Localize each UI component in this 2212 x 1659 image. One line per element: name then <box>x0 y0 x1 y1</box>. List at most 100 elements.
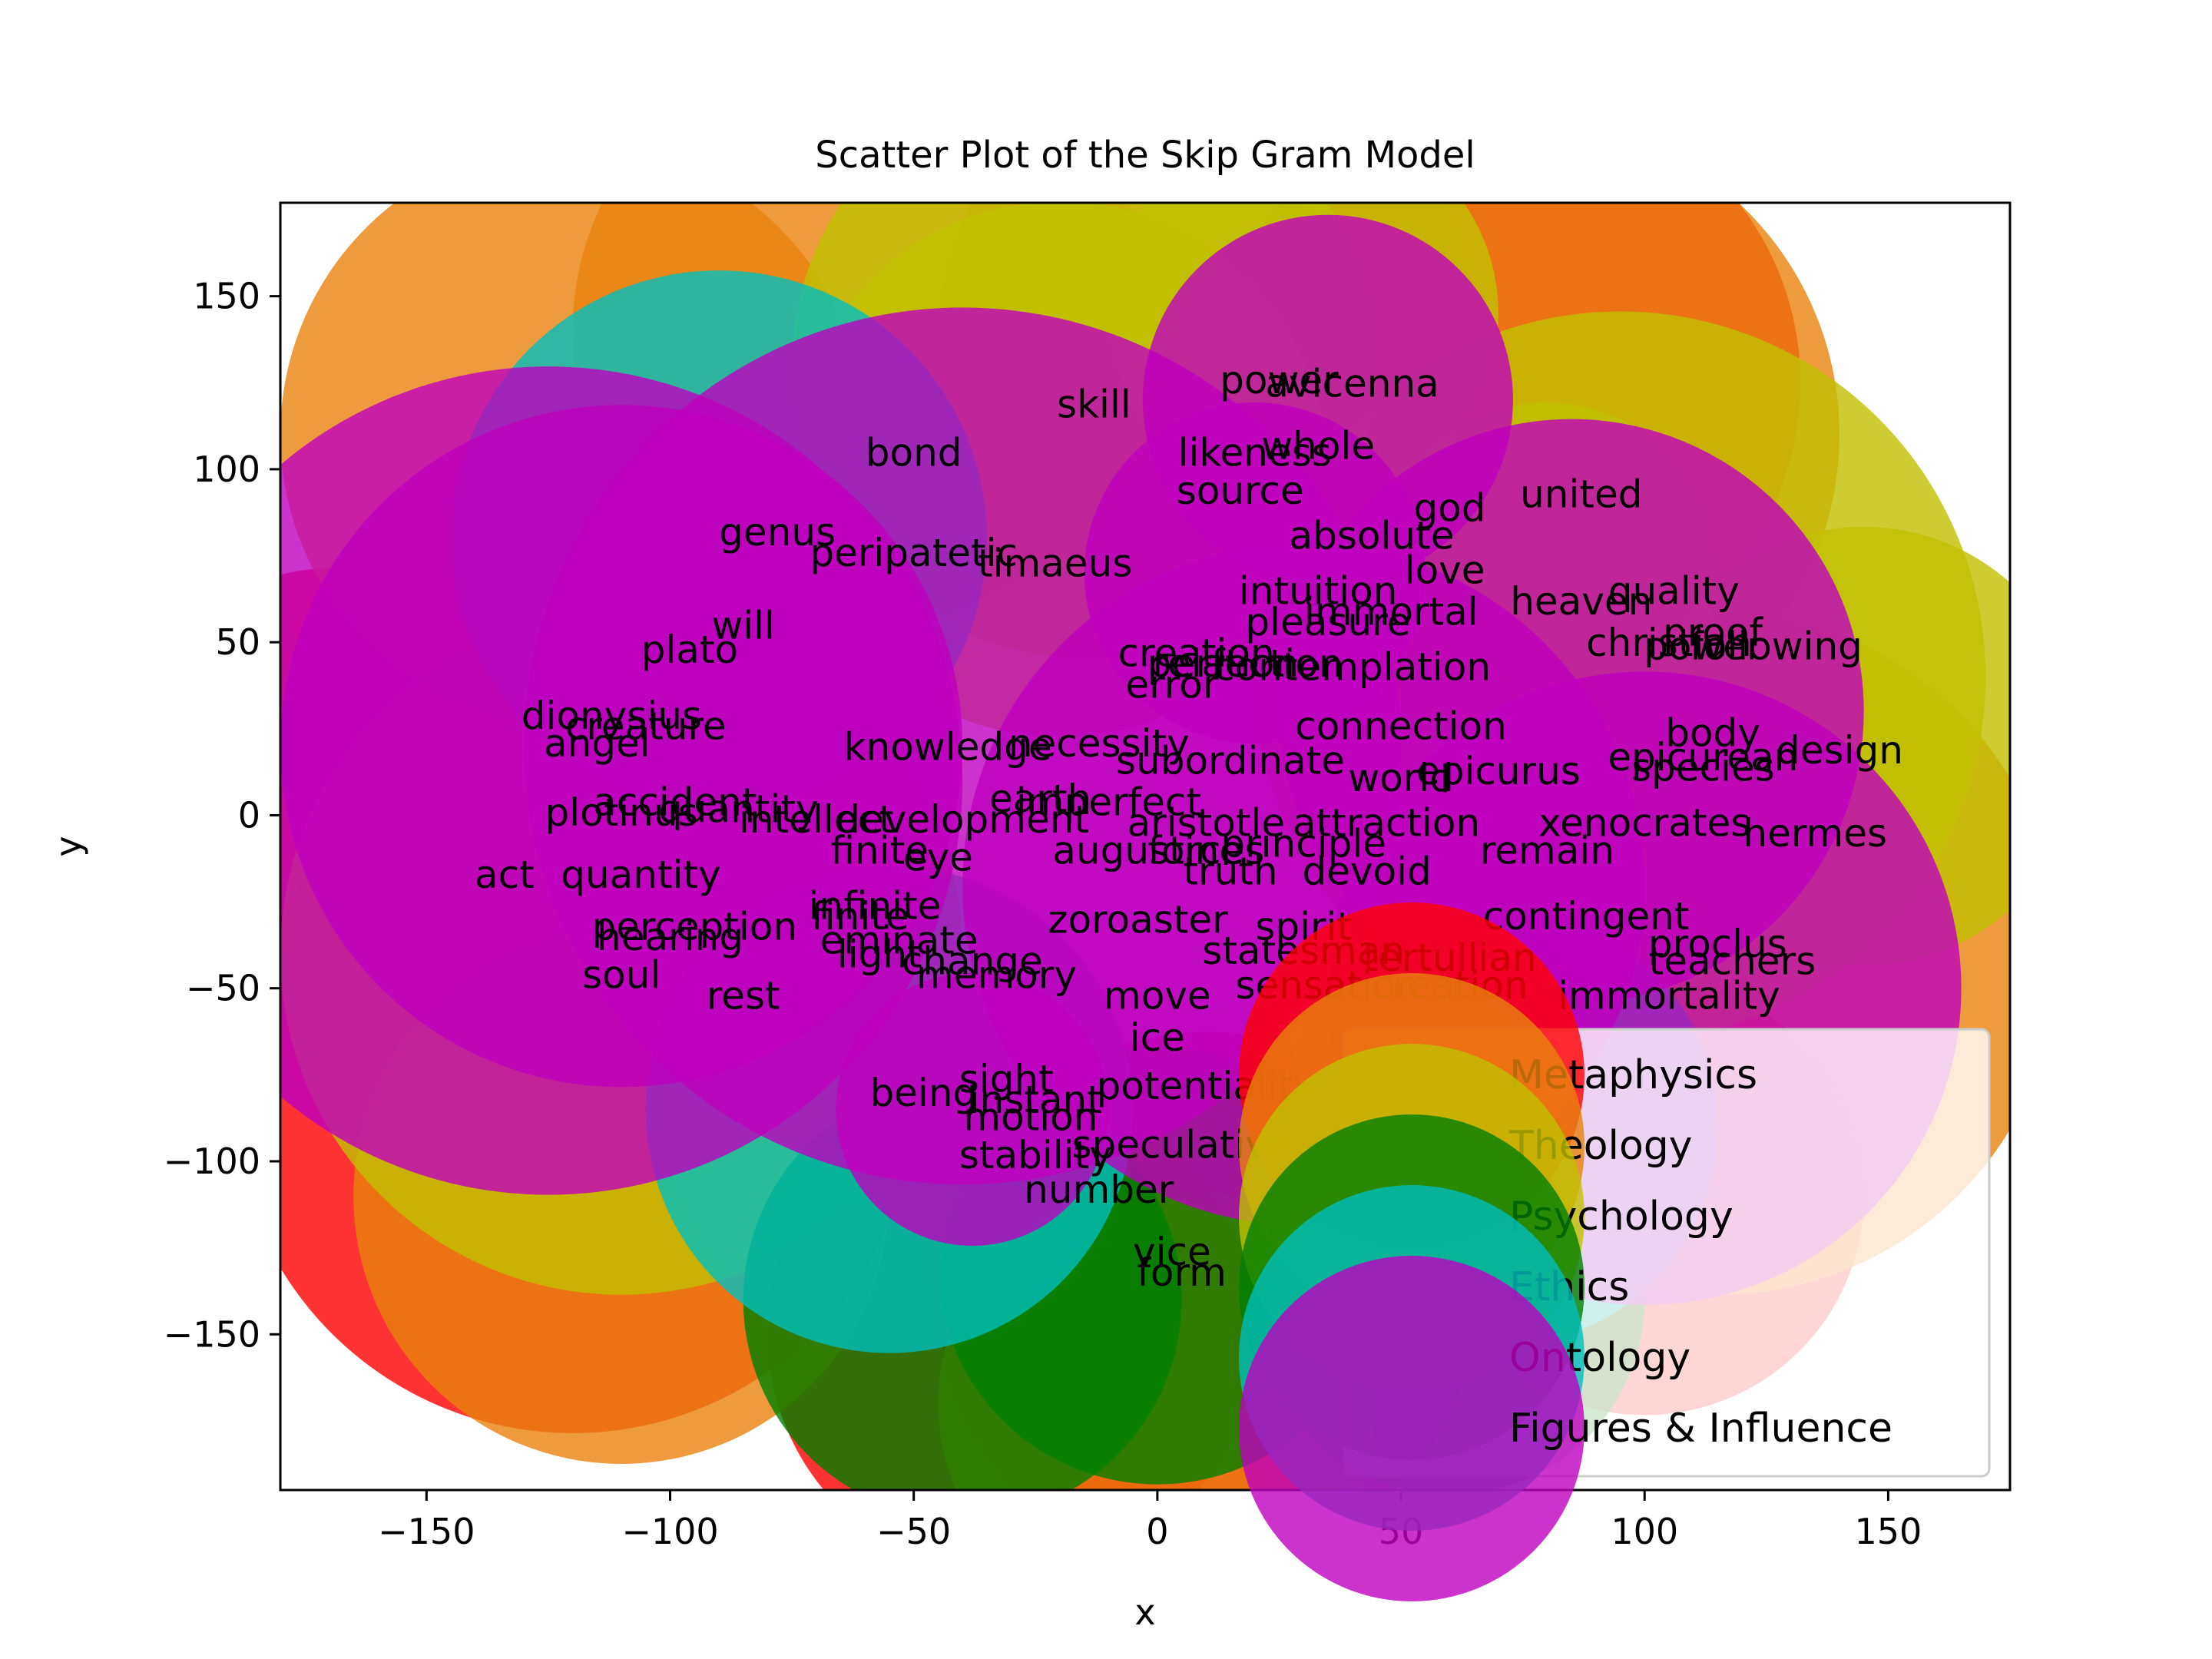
y-tick-label: 50 <box>215 621 260 663</box>
word-label: perception <box>591 905 797 949</box>
word-label: devoid <box>1302 849 1431 894</box>
word-label: accident <box>593 780 757 824</box>
legend: MetaphysicsTheologyPsychologyEthicsOntol… <box>1239 902 1991 1601</box>
word-label: principle <box>1220 822 1386 866</box>
bubble-28 <box>280 366 962 1195</box>
word-label: finite <box>831 829 929 873</box>
word-label: subordinate <box>1116 738 1345 783</box>
word-label: zoroaster <box>1048 898 1228 942</box>
word-label: quality <box>1608 569 1740 614</box>
plot-frame <box>279 201 2012 1492</box>
word-label: epicurus <box>1416 749 1581 793</box>
word-label: quantity <box>561 853 720 897</box>
word-label: timaeus <box>978 541 1132 586</box>
word-label: likeness <box>1178 430 1332 475</box>
word-label: development <box>836 797 1089 842</box>
word-label: act <box>475 853 535 897</box>
word-label: peripatetic <box>810 531 1018 575</box>
x-tick-label: 100 <box>1611 1511 1678 1552</box>
word-label: soul <box>582 953 661 998</box>
word-label: christian <box>1586 621 1752 665</box>
x-tick-label: 0 <box>1146 1511 1168 1552</box>
word-label: ice <box>1130 1015 1185 1060</box>
word-label: quantity <box>658 786 818 831</box>
word-label: finite <box>811 894 909 939</box>
word-label: immortality <box>1558 974 1780 1018</box>
word-label: teachers <box>1649 939 1816 984</box>
word-label: imperfect <box>1016 780 1201 824</box>
word-label: design <box>1776 728 1903 773</box>
bubble-34 <box>1084 402 1426 744</box>
word-label: skill <box>1057 382 1131 426</box>
word-label: avicenna <box>1265 361 1439 406</box>
word-label: relation <box>1152 641 1299 686</box>
word-label: forces <box>1147 829 1264 873</box>
word-label: body <box>1665 710 1760 755</box>
word-label: whole <box>1261 423 1375 468</box>
word-label: rest <box>707 974 780 1018</box>
word-label: intuition <box>1239 569 1398 614</box>
word-label: immortal <box>1304 590 1479 634</box>
word-label: change <box>902 939 1043 984</box>
word-label: motion <box>963 1094 1098 1139</box>
word-label: necessity <box>1008 721 1190 766</box>
word-label: power <box>1220 358 1339 402</box>
word-label: bond <box>866 430 962 475</box>
x-tick-label: 150 <box>1855 1511 1922 1552</box>
word-label: epicurean <box>1608 735 1798 780</box>
word-label: plotinus <box>545 790 697 835</box>
word-label: aristotle <box>1127 800 1285 845</box>
legend-marker-5 <box>1239 1256 1584 1601</box>
y-tick-label: −100 <box>164 1141 260 1182</box>
y-tick-label: 100 <box>193 449 260 490</box>
word-label: truth <box>1183 849 1277 894</box>
word-label: attraction <box>1293 800 1480 845</box>
word-label: remain <box>1480 829 1614 873</box>
word-label: light <box>837 932 922 977</box>
word-label: xenocrates <box>1538 800 1750 845</box>
word-label: god <box>1413 485 1485 530</box>
word-label: intellect <box>739 797 894 842</box>
word-label: form <box>1137 1250 1227 1295</box>
word-label: error <box>1125 662 1218 707</box>
word-label: eminate <box>820 919 979 963</box>
word-label: infinite <box>808 884 941 929</box>
word-label: earth <box>989 777 1091 821</box>
y-tick-label: −150 <box>164 1313 260 1355</box>
x-axis-label: x <box>1134 1591 1155 1633</box>
word-label: hermes <box>1743 811 1887 856</box>
word-label: creature <box>565 704 727 748</box>
word-label: vice <box>1133 1230 1211 1274</box>
bubble-33 <box>836 972 1109 1247</box>
y-tick-label: 0 <box>238 794 260 836</box>
word-label: eye <box>903 836 973 880</box>
x-tick-label: −50 <box>876 1511 951 1552</box>
word-label: united <box>1520 472 1642 516</box>
legend-label: Figures & Influence <box>1509 1406 1892 1452</box>
word-label: sight <box>959 1057 1054 1101</box>
word-label: will <box>711 604 775 648</box>
word-label: being <box>869 1071 977 1115</box>
word-label: perfection <box>1147 641 1343 686</box>
x-tick-label: −100 <box>621 1511 718 1552</box>
word-label: connection <box>1295 704 1507 748</box>
word-label: proof <box>1663 611 1763 655</box>
word-label: stability <box>959 1133 1112 1177</box>
word-label: instant <box>969 1078 1102 1122</box>
word-label: contingent <box>1483 894 1690 939</box>
word-label: memory <box>916 953 1077 998</box>
y-tick-label: 150 <box>193 276 260 317</box>
y-axis-label: y <box>48 836 89 856</box>
y-tick-label: −50 <box>186 968 260 1009</box>
word-label: power <box>1644 624 1763 669</box>
word-label: augustine <box>1052 829 1243 873</box>
word-label: pleasure <box>1245 600 1410 644</box>
word-label: contemplation <box>1214 645 1491 690</box>
word-label: number <box>1024 1167 1174 1212</box>
y-axis-ticks: −150 −100 −50 0 50 100 150 <box>164 276 280 1355</box>
word-label: world <box>1348 756 1454 800</box>
word-label: proclus <box>1648 922 1787 966</box>
word-label: source <box>1177 469 1304 513</box>
word-label: genus <box>719 510 836 555</box>
